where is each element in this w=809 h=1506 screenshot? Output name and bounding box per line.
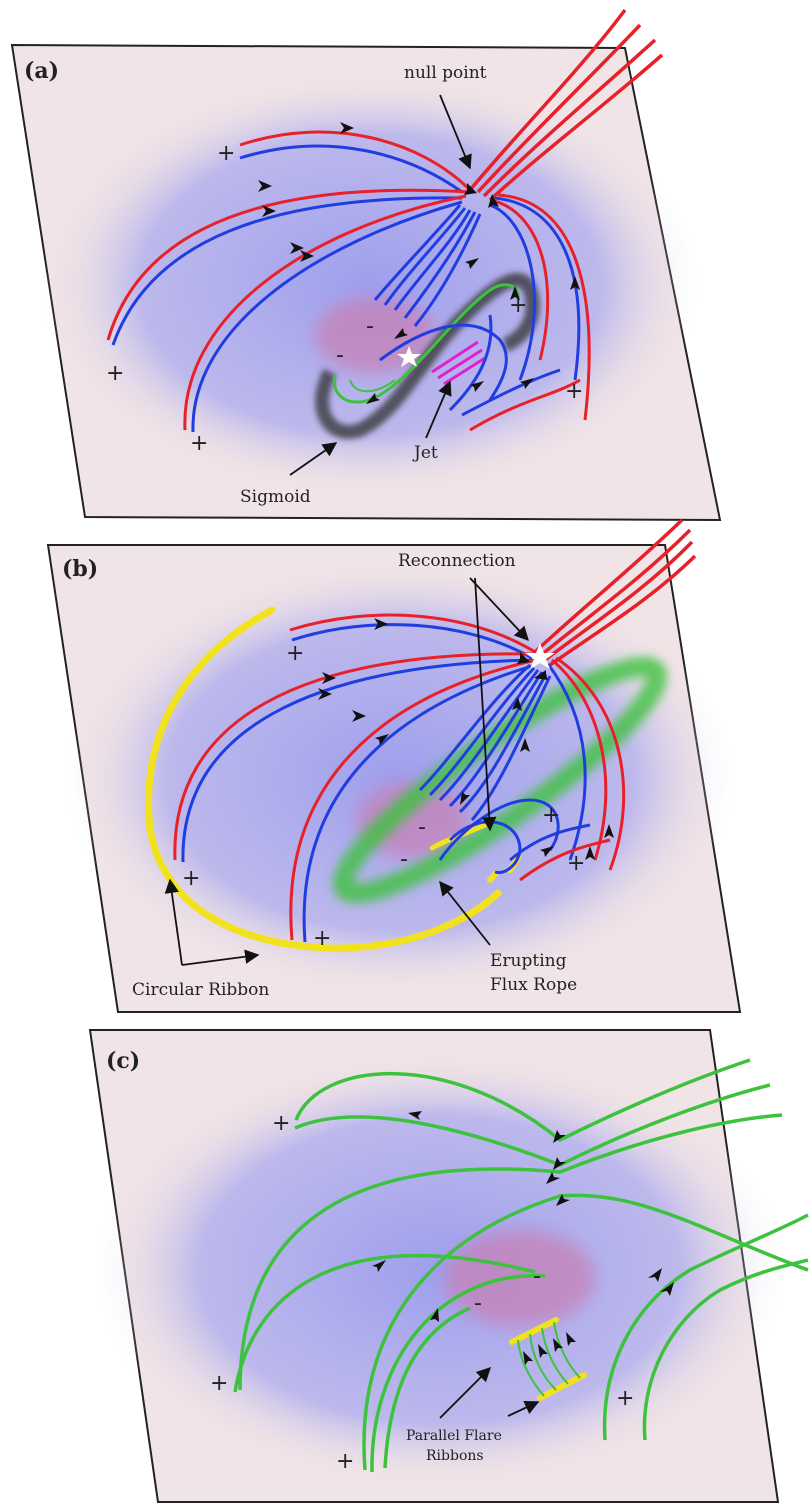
circular-ribbon-pointer (164, 878, 183, 966)
sigmoid (314, 272, 540, 439)
panel-b-label: (b) (62, 556, 98, 582)
circular-ribbon-pointer (181, 949, 260, 966)
panel-c-direction-arrows (372, 1111, 674, 1365)
panel-b-open-field-lines (533, 518, 697, 667)
erupting-label: Erupting (490, 951, 567, 971)
panel-b-star-icon (525, 643, 555, 669)
minus-sign: - (418, 815, 426, 840)
ribbons-pointer (439, 1366, 492, 1419)
panel-a-flux-rope (332, 283, 520, 404)
flux-rope-pointer (439, 880, 491, 946)
plus-sign: + (286, 641, 304, 666)
minus-sign: - (336, 343, 344, 368)
jet-pointer (425, 380, 452, 439)
circular-ribbon (145, 606, 502, 952)
panel-c-label: (c) (106, 1048, 140, 1074)
panel-b: (b) Reconnection Circular Ribbon Eruptin… (46, 518, 742, 1013)
parallel-flare-ribbons (509, 1317, 587, 1401)
minus-sign: - (533, 1264, 541, 1289)
plus-sign: + (190, 431, 208, 456)
reconnection-pointer (474, 577, 497, 832)
panel-a-star-icon (397, 346, 421, 367)
circular-ribbon-label: Circular Ribbon (132, 980, 269, 1000)
reconnection-label: Reconnection (398, 551, 516, 571)
flux-rope-label: Flux Rope (490, 975, 577, 995)
erupting-flux-rope (332, 656, 668, 904)
plus-sign: + (509, 293, 527, 318)
panel-a-label: (a) (24, 58, 59, 84)
panel-a-direction-arrows (258, 122, 580, 404)
sigmoid-label: Sigmoid (240, 487, 311, 507)
panel-a-magnetic-region (40, 70, 700, 500)
panel-b-direction-arrows (318, 618, 614, 860)
plus-sign: + (182, 866, 200, 891)
panel-a: (a) null point Jet Sigmoid + + + + + - - (10, 8, 722, 522)
plus-sign: + (313, 926, 331, 951)
panel-b-closed-loops (418, 663, 560, 875)
null-point-label: null point (404, 63, 487, 83)
circular-ribbon-segment (487, 871, 498, 883)
panel-a-closed-loops (373, 204, 508, 412)
minus-sign: - (366, 314, 374, 339)
panel-c-magnetic-region (95, 1050, 785, 1490)
parallel-flare-label: Parallel Flare (406, 1428, 502, 1444)
minus-sign: - (474, 1291, 482, 1316)
plus-sign: + (567, 851, 585, 876)
panel-a-flux-rope (349, 379, 396, 393)
ribbons-label: Ribbons (426, 1448, 484, 1464)
ribbons-pointer (507, 1400, 540, 1417)
plus-sign: + (106, 361, 124, 386)
plus-sign: + (210, 1371, 228, 1396)
plus-sign: + (217, 141, 235, 166)
panel-a-field-lines (106, 130, 591, 433)
flare-loops (517, 1321, 581, 1397)
panel-c-field-lines (233, 1058, 809, 1473)
plus-sign: + (542, 803, 560, 828)
null-point-pointer (439, 94, 472, 170)
minus-sign: - (400, 847, 408, 872)
panel-c: (c) Parallel Flare Ribbons + + + + - - (88, 1029, 809, 1503)
plus-sign: + (565, 379, 583, 404)
jet-label: Jet (412, 443, 438, 463)
plus-sign: + (616, 1386, 634, 1411)
plus-sign: + (272, 1111, 290, 1136)
plus-sign: + (336, 1449, 354, 1474)
panel-a-open-field-lines (468, 8, 664, 202)
jet (431, 340, 486, 386)
reconnection-pointer (469, 577, 529, 642)
sigmoid-pointer (289, 442, 338, 476)
